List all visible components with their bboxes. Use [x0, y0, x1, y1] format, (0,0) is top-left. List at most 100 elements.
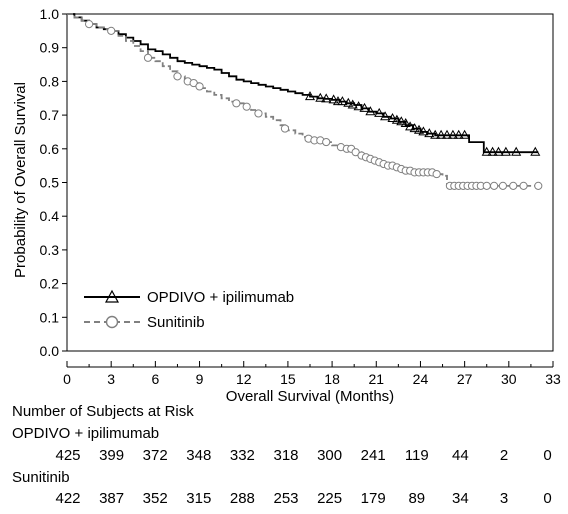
at-risk-value: 0 [543, 490, 551, 507]
censor-mark-triangle [391, 114, 402, 124]
x-tick-label: 0 [63, 371, 71, 387]
censor-mark-triangle [396, 116, 407, 126]
censor-mark-triangle [418, 126, 429, 136]
censor-mark-triangle [315, 92, 326, 102]
censor-mark-triangle [447, 129, 458, 139]
x-tick-label: 12 [236, 371, 252, 387]
censor-mark-circle [519, 181, 528, 190]
at-risk-table: Number of Subjects at Risk OPDIVO + ipil… [12, 403, 552, 507]
axes: 0 3 6 9 12 15 18 21 24 27 30 33 0.0 0.1 0.2 0.3 0.4 0.5 0.… [40, 6, 561, 387]
legend-triangle-marker [104, 289, 120, 303]
at-risk-value: 318 [273, 447, 298, 464]
y-tick-label: 0.2 [40, 276, 60, 292]
at-risk-value: 399 [99, 447, 124, 464]
survival-curves [67, 13, 543, 190]
censor-mark-triangle [530, 146, 541, 156]
at-risk-value: 387 [99, 490, 124, 507]
x-tick-label: 27 [457, 371, 473, 387]
at-risk-value: 225 [317, 490, 342, 507]
x-tick-label: 18 [324, 371, 340, 387]
y-tick-label: 0.0 [40, 343, 60, 359]
at-risk-value: 253 [273, 490, 298, 507]
survival-curve-opdivo [67, 13, 539, 154]
at-risk-value: 2 [500, 447, 508, 464]
censor-mark-circle [498, 181, 508, 190]
x-tick-label: 9 [196, 371, 204, 387]
at-risk-value: 288 [230, 490, 255, 507]
at-risk-value: 89 [408, 490, 425, 507]
x-tick-label: 30 [501, 371, 517, 387]
censor-mark-circle [482, 181, 491, 190]
censor-mark-circle [242, 102, 251, 111]
at-risk-value: 300 [317, 447, 342, 464]
y-axis-title: Probability of Overall Survival [12, 82, 29, 278]
legend-circle-marker [105, 315, 119, 329]
y-tick-label: 0.5 [40, 175, 60, 191]
censor-mark-circle [534, 181, 543, 190]
censor-mark-circle [232, 99, 241, 108]
censor-mark-triangle [374, 107, 385, 117]
censor-mark-triangle [511, 146, 522, 156]
x-tick-label: 21 [368, 371, 384, 387]
y-tick-label: 0.4 [40, 208, 60, 224]
censor-mark-triangle [459, 129, 470, 139]
censor-mark-triangle [353, 101, 364, 111]
at-risk-value: 315 [186, 490, 211, 507]
censor-mark-circle [143, 53, 153, 62]
at-risk-value: 332 [230, 447, 255, 464]
censor-mark-triangle [337, 96, 348, 106]
censor-mark-circle [489, 181, 499, 190]
x-tick-label: 24 [413, 371, 429, 387]
censor-mark-triangle [359, 102, 370, 112]
y-tick-label: 0.7 [40, 107, 60, 123]
censor-mark-triangle [328, 94, 339, 104]
censor-mark-triangle [500, 146, 511, 156]
at-risk-value: 352 [143, 490, 168, 507]
censor-mark-triangle [424, 128, 435, 138]
y-tick-label: 0.9 [40, 40, 60, 56]
censor-mark-circle [195, 82, 204, 91]
censor-mark-triangle [413, 124, 425, 134]
x-tick-label: 15 [280, 371, 296, 387]
at-risk-value: 372 [143, 447, 168, 464]
censor-mark-triangle [365, 106, 376, 116]
censor-mark-triangle [400, 117, 411, 127]
censor-mark-circle [254, 109, 263, 118]
censor-mark-triangle [321, 93, 332, 103]
censor-mark-triangle [487, 146, 498, 156]
at-risk-value: 348 [186, 447, 211, 464]
censor-mark-triangle [409, 123, 420, 133]
censor-mark-triangle [453, 129, 464, 139]
at-risk-value: 34 [452, 490, 469, 507]
at-risk-value: 179 [361, 490, 386, 507]
censor-mark-circle [84, 20, 94, 29]
censor-mark-triangle [405, 121, 416, 131]
at-risk-row-opdivo: 425 399 372 348 332 318 300 241 119 44 2 0 [55, 447, 551, 464]
at-risk-value: 44 [452, 447, 469, 464]
censor-mark-triangle [441, 129, 453, 139]
censor-mark-circle [280, 124, 290, 133]
y-tick-label: 0.6 [40, 141, 60, 157]
censor-mark-circle [322, 137, 331, 147]
at-risk-value: 0 [543, 447, 551, 464]
y-tick-label: 1.0 [40, 6, 60, 22]
at-risk-value: 119 [405, 447, 429, 464]
x-axis-title: Overall Survival (Months) [226, 388, 394, 405]
legend-label-opdivo: OPDIVO + ipilimumab [147, 289, 294, 306]
survival-curve-sunitinib [67, 13, 539, 187]
censor-mark-circle [509, 181, 518, 190]
x-tick-label: 3 [107, 371, 115, 387]
at-risk-row-sunitinib: 422 387 352 315 288 253 225 179 89 34 3 0 [55, 490, 551, 507]
censor-mark-triangle [481, 146, 492, 156]
at-risk-label-opdivo: OPDIVO + ipilimumab [12, 425, 159, 442]
y-tick-label: 0.1 [40, 309, 60, 325]
y-tick-label: 0.3 [40, 242, 60, 258]
legend: OPDIVO + ipilimumab Sunitinib [84, 289, 294, 331]
at-risk-title: Number of Subjects at Risk [12, 403, 194, 420]
at-risk-value: 241 [361, 447, 386, 464]
legend-label-sunitinib: Sunitinib [147, 314, 205, 331]
x-tick-label: 6 [151, 371, 159, 387]
x-tick-label: 33 [545, 371, 561, 387]
at-risk-value: 3 [500, 490, 508, 507]
